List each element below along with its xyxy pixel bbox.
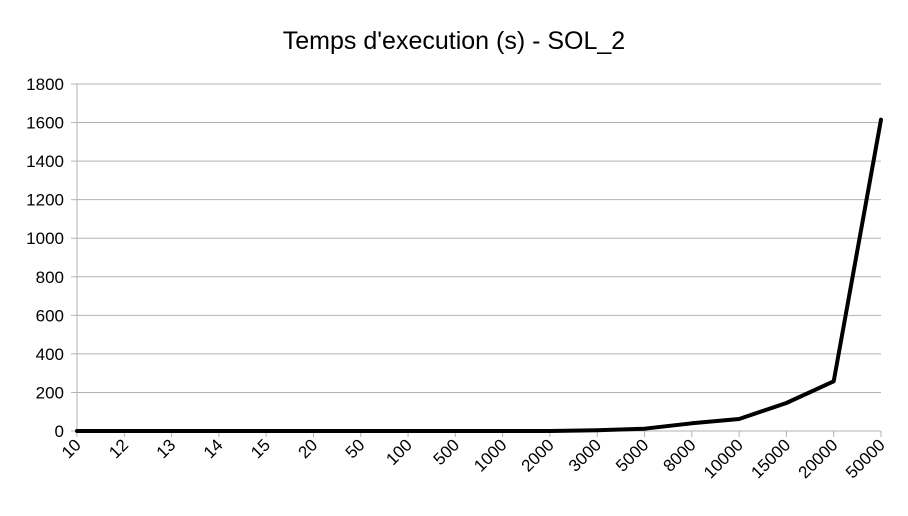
x-tick-label: 5000 [612,435,652,475]
x-tick-labels: 10 12 13 14 15 20 50 100 500 1000 2000 3000 5000 8000… [58,435,889,482]
x-tick-label: 1000 [470,435,510,475]
x-tick-label: 15 [247,435,274,462]
data-point [595,428,599,432]
y-tick-label: 800 [36,268,64,287]
data-point [170,429,174,433]
data-point [501,429,505,433]
x-tick-label: 13 [153,435,180,462]
y-tick-label: 1600 [26,114,64,133]
x-tick-label: 8000 [659,435,699,475]
y-tick-label: 1200 [26,191,64,210]
data-point [453,429,457,433]
x-tick-label: 3000 [565,435,605,475]
data-point [737,417,741,421]
data-point [311,429,315,433]
series-line [75,117,883,433]
y-tick-label: 600 [36,306,64,325]
y-tick-label: 0 [55,422,64,441]
y-tick-label: 200 [36,383,64,402]
x-tick-label: 2000 [518,435,558,475]
x-tick-label: 15000 [747,435,794,482]
data-point [784,401,788,405]
y-tick-label: 400 [36,345,64,364]
data-point [548,429,552,433]
data-point [406,429,410,433]
y-tick-label: 1800 [26,75,64,94]
data-point [832,379,836,383]
x-tick-label: 50000 [842,435,889,482]
data-point [75,429,79,433]
axes [71,83,882,437]
y-tick-label: 1000 [26,229,64,248]
x-tick-label: 10000 [700,435,747,482]
y-tick-label: 1400 [26,152,64,171]
data-point [643,427,647,431]
x-tick-label: 500 [430,435,463,468]
x-tick-label: 20 [294,435,321,462]
data-point [690,421,694,425]
data-point [122,429,126,433]
data-point [217,429,221,433]
gridlines [77,83,881,393]
x-tick-label: 20000 [795,435,842,482]
x-tick-label: 14 [200,435,227,462]
chart-title: Temps d'execution (s) - SOL_2 [283,27,625,55]
data-point [264,429,268,433]
x-tick-label: 50 [342,435,369,462]
x-tick-label: 100 [382,435,415,468]
data-point [879,118,883,122]
series-layer [75,117,883,433]
y-tick-labels: 0 200 400 600 800 1000 1200 1400 1600 1800 [26,75,64,441]
x-tick-label: 12 [105,435,132,462]
data-point [359,429,363,433]
